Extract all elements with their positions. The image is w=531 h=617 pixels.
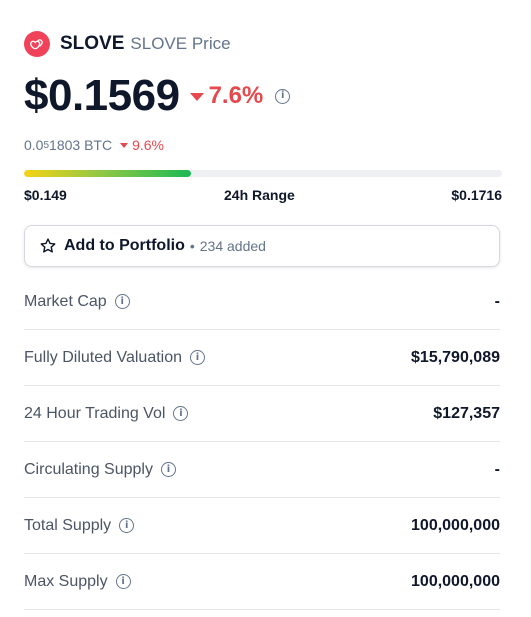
stat-value: 100,000,000 [411, 572, 500, 590]
stat-label: Market Cap [24, 292, 107, 310]
info-icon[interactable]: i [114, 294, 130, 309]
info-icon[interactable]: i [190, 350, 206, 365]
stat-label: Circulating Supply [24, 460, 153, 478]
stat-label: 24 Hour Trading Vol [24, 404, 166, 422]
stat-value: - [494, 292, 500, 310]
coin-price-subtitle: SLOVE Price [130, 34, 231, 53]
stat-value: - [494, 460, 500, 478]
btc-price-row: 0.0 5 1803 BTC 9.6% [24, 137, 164, 153]
add-to-portfolio-label: Add to Portfolio [64, 237, 185, 254]
stat-row-trading-volume: 24 Hour Trading Vol i $127,357 [24, 386, 500, 442]
btc-change-value: 9.6% [132, 137, 164, 153]
star-icon [40, 238, 56, 253]
btc-change: 9.6% [120, 137, 164, 153]
range-bar-fill [24, 170, 192, 177]
stat-value: $15,790,089 [411, 348, 500, 366]
btc-price-rest: 1803 BTC [49, 137, 113, 153]
stats-table: Market Cap i - Fully Diluted Valuation i $… [24, 274, 500, 610]
range-high: $0.1716 [451, 187, 502, 203]
range-low: $0.149 [24, 187, 67, 203]
range-bar [24, 170, 502, 177]
stat-value: $127,357 [433, 404, 500, 422]
add-to-portfolio-button[interactable]: Add to Portfolio • 234 added [24, 225, 500, 267]
btc-price-prefix: 0.0 [24, 137, 44, 153]
stat-row-fully-diluted-valuation: Fully Diluted Valuation i $15,790,089 [24, 330, 500, 386]
info-icon[interactable]: i [173, 406, 189, 421]
coin-header: SLOVE SLOVE Price [24, 30, 231, 58]
triangle-down-icon [120, 142, 129, 148]
range-label: 24h Range [224, 187, 295, 203]
price-row: $0.1569 7.6% i [24, 70, 291, 122]
stat-row-circulating-supply: Circulating Supply i - [24, 442, 500, 498]
price-change: 7.6% [189, 82, 264, 110]
stat-label: Total Supply [24, 516, 112, 534]
stat-label: Fully Diluted Valuation [24, 348, 183, 366]
stat-row-market-cap: Market Cap i - [24, 274, 500, 330]
price-change-value: 7.6% [208, 82, 264, 109]
stat-value: 100,000,000 [411, 516, 500, 534]
range-labels: $0.149 24h Range $0.1716 [24, 187, 502, 203]
info-icon[interactable]: i [115, 574, 131, 589]
info-icon[interactable]: i [119, 518, 135, 533]
portfolio-count: 234 added [199, 238, 266, 254]
stat-row-total-supply: Total Supply i 100,000,000 [24, 498, 500, 554]
triangle-down-icon [189, 93, 204, 101]
btc-price-zero-count: 5 [43, 139, 50, 151]
separator-dot: • [189, 238, 195, 254]
info-icon[interactable]: i [275, 88, 291, 104]
stat-label: Max Supply [24, 572, 108, 590]
stat-row-max-supply: Max Supply i 100,000,000 [24, 554, 500, 610]
current-price: $0.1569 [24, 71, 180, 120]
heart-logo-icon [24, 31, 50, 57]
info-icon[interactable]: i [160, 462, 176, 477]
coin-name: SLOVE [60, 33, 125, 54]
